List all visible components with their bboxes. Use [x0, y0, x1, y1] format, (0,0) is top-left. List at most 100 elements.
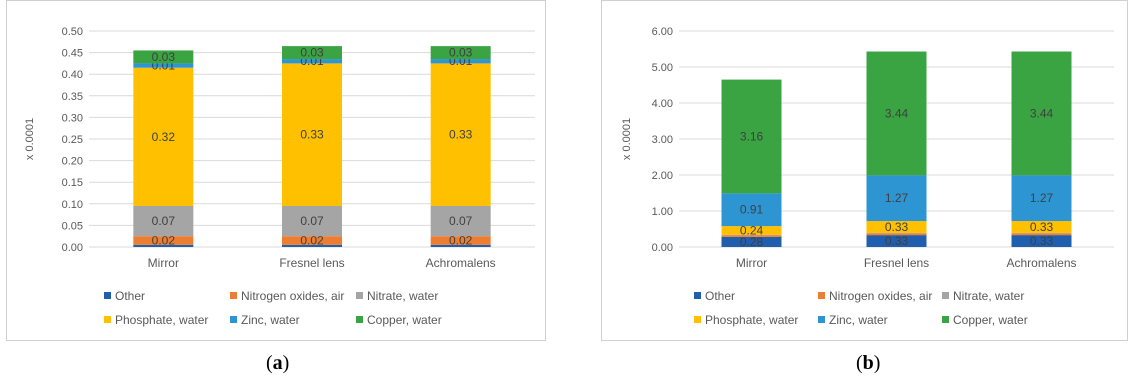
- chart-a-ylabel: x 0.0001: [24, 118, 36, 160]
- chart-a-svg: 0.00 0.05 0.10 0.15 0.20 0.25 0.30 0.35 0.40 0.45…: [24, 26, 535, 327]
- chart-a-bar-segment: [430, 244, 491, 247]
- chart-a-data-label: 0.02: [152, 234, 176, 248]
- chart-b-ytick-label: 5.00: [652, 62, 673, 74]
- caption-a-close: ): [282, 352, 290, 374]
- chart-a-data-label: 0.02: [300, 234, 324, 248]
- chart-b-data-label: 3.44: [1030, 106, 1054, 120]
- chart-b-data-label: 0.28: [740, 235, 764, 249]
- chart-b-legend-swatch: [694, 316, 701, 323]
- chart-panel-b: 0.00 1.00 2.00 3.00 4.00 5.00 6.00 x 0.0001 0.28…: [601, 0, 1128, 341]
- chart-a-ytick-label: 0.35: [62, 91, 83, 103]
- chart-b-ytick-label: 2.00: [652, 170, 673, 182]
- caption-a: (a): [266, 352, 289, 375]
- chart-a-legend-label: Other: [115, 289, 145, 303]
- chart-b-legend-swatch: [694, 292, 701, 299]
- chart-a-bar-segment: [430, 63, 491, 206]
- chart-a-legend-swatch: [104, 292, 111, 299]
- chart-a-category-label: Fresnel lens: [279, 256, 344, 270]
- chart-a-ytick-label: 0.15: [62, 177, 83, 189]
- chart-a-legend-label: Nitrate, water: [367, 289, 438, 303]
- chart-b-ytick-label: 4.00: [652, 98, 673, 110]
- chart-b-ytick-label: 1.00: [652, 206, 673, 218]
- chart-b-bar-segment: [1011, 235, 1072, 247]
- caption-a-open: (: [266, 352, 273, 374]
- caption-b: (b): [856, 352, 880, 375]
- chart-a-bar-segment: [133, 67, 194, 206]
- chart-a-bar-segment: [430, 205, 491, 237]
- chart-a-legend-swatch: [230, 292, 237, 299]
- chart-a-data-label: 0.03: [449, 46, 473, 60]
- chart-a-ytick-label: 0.50: [62, 26, 83, 38]
- chart-a-data-label: 0.07: [152, 214, 176, 228]
- chart-a-data-label: 0.07: [300, 214, 324, 228]
- chart-b-svg: 0.00 1.00 2.00 3.00 4.00 5.00 6.00 x 0.0001 0.28…: [621, 26, 1114, 327]
- chart-a-bar-segment: [430, 46, 491, 60]
- chart-b-category-label: Achromalens: [1006, 256, 1076, 270]
- chart-a-legend-label: Copper, water: [367, 313, 442, 327]
- chart-b-data-label: 1.27: [885, 191, 909, 205]
- chart-a-bar-segment: [282, 46, 342, 60]
- chart-b-legend-swatch: [818, 292, 825, 299]
- chart-a-ytick-label: 0.40: [62, 69, 83, 81]
- chart-b-bar-segment: [1011, 221, 1072, 233]
- chart-b-data-label: 0.33: [885, 220, 909, 234]
- chart-b-category-label: Mirror: [736, 256, 767, 270]
- chart-b-data-label: 0.33: [885, 234, 909, 248]
- chart-a-data-label: 0.33: [300, 128, 324, 142]
- chart-b-bar-segment: [721, 193, 782, 227]
- chart-b-data-label: 0.91: [740, 203, 764, 217]
- chart-a-ytick-label: 0.25: [62, 134, 83, 146]
- chart-a-bar-segment: [282, 236, 342, 245]
- chart-a-bar-segment: [430, 236, 491, 245]
- chart-a-category-label: Mirror: [148, 256, 179, 270]
- chart-a-bar-segment: [133, 50, 194, 64]
- chart-b-legend-swatch: [942, 292, 949, 299]
- chart-b-bar-segment: [866, 51, 927, 176]
- chart-b-ytick-label: 3.00: [652, 134, 673, 146]
- chart-a-bar-segment: [133, 63, 194, 68]
- chart-b-legend-label: Other: [705, 289, 735, 303]
- caption-b-open: (: [856, 352, 863, 374]
- chart-a-data-label: 0.03: [300, 46, 324, 60]
- chart-a-bar-segment: [282, 63, 342, 206]
- chart-a-category-label: Achromalens: [426, 256, 496, 270]
- chart-a-data-label: 0.33: [449, 128, 473, 142]
- chart-b-bar-segment: [1011, 51, 1072, 176]
- chart-b-bar-segment: [1011, 175, 1072, 222]
- chart-a-data-label: 0.03: [152, 50, 176, 64]
- chart-a-bar-segment: [282, 205, 342, 237]
- chart-b-legend-label: Nitrate, water: [953, 289, 1024, 303]
- chart-b-legend-swatch: [942, 316, 949, 323]
- chart-b-bar-segment: [866, 221, 927, 233]
- chart-a-ytick-label: 0.20: [62, 156, 83, 168]
- chart-a-data-label: 0.32: [152, 130, 176, 144]
- chart-a-legend-swatch: [356, 316, 363, 323]
- chart-a-ytick-label: 0.05: [62, 220, 83, 232]
- chart-a-data-label: 0.07: [449, 214, 473, 228]
- chart-b-ylabel: x 0.0001: [621, 118, 633, 160]
- chart-b-data-label: 3.44: [885, 106, 909, 120]
- chart-b-legend-label: Zinc, water: [829, 313, 888, 327]
- chart-a-legend-label: Zinc, water: [241, 313, 300, 327]
- chart-b-legend-label: Phosphate, water: [705, 313, 798, 327]
- chart-a-ytick-label: 0.45: [62, 48, 83, 60]
- chart-a-ytick-label: 0.30: [62, 112, 83, 124]
- chart-a-data-label: 0.02: [449, 234, 473, 248]
- chart-b-data-label: 3.16: [740, 129, 764, 143]
- chart-b-ytick-label: 0.00: [652, 242, 673, 254]
- chart-b-category-label: Fresnel lens: [864, 256, 929, 270]
- chart-a-ytick-label: 0.10: [62, 199, 83, 211]
- chart-b-data-label: 0.33: [1030, 220, 1054, 234]
- caption-b-letter: b: [862, 352, 874, 374]
- chart-a-legend-swatch: [230, 316, 237, 323]
- chart-b-bar-segment: [721, 235, 782, 237]
- chart-a-bar-segment: [133, 244, 194, 247]
- chart-b-bar-segment: [1011, 233, 1072, 236]
- chart-b-legend-swatch: [818, 316, 825, 323]
- chart-a-legend-label: Phosphate, water: [115, 313, 208, 327]
- chart-b-data-label: 0.33: [1030, 234, 1054, 248]
- chart-b-legend-label: Nitrogen oxides, air: [829, 289, 932, 303]
- chart-a-legend-swatch: [356, 292, 363, 299]
- chart-b-legend-label: Copper, water: [953, 313, 1028, 327]
- chart-a-bar-segment: [282, 244, 342, 247]
